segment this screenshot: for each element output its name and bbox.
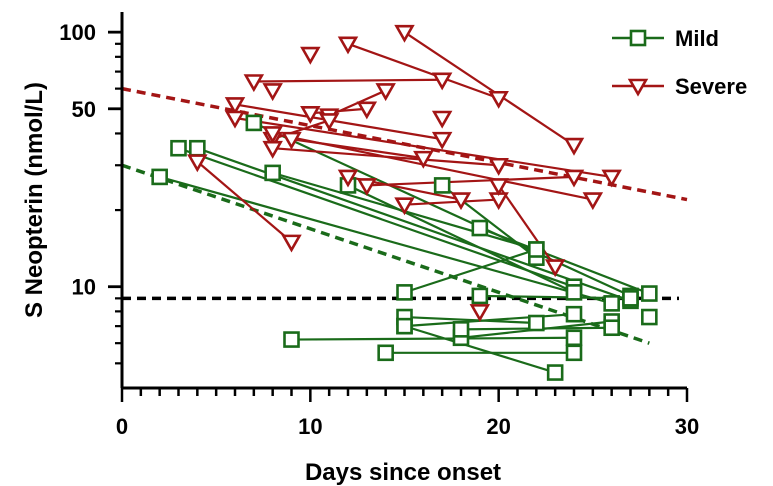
severe-point (243, 74, 265, 93)
severe-point (262, 126, 283, 145)
severe-point (469, 304, 491, 322)
severe-point (337, 36, 359, 55)
severe-point (394, 24, 415, 43)
mild-subject-line (404, 325, 556, 374)
mild-subject-line (404, 248, 537, 294)
mild-subject-line (347, 184, 575, 294)
mild-point (471, 219, 489, 237)
plot-markers (151, 24, 658, 381)
legend: Mild Severe (612, 26, 747, 99)
severe-point (356, 101, 378, 120)
mild-point (565, 284, 583, 301)
severe-subject-line (291, 138, 424, 160)
mild-subject-line (159, 175, 612, 305)
mild-point (641, 308, 658, 326)
y-tick-label: 10 (72, 275, 96, 300)
severe-point (563, 137, 585, 156)
severe-point (488, 178, 509, 197)
x-tick-label: 20 (486, 414, 510, 439)
severe-point (356, 178, 378, 197)
severe-point (300, 105, 321, 124)
mild-point (641, 285, 658, 302)
severe-point (563, 169, 585, 188)
mild-subject-line (291, 336, 575, 341)
mild-point (546, 364, 564, 381)
severe-subject-line (234, 103, 443, 141)
axes: 0 10 20 30 10 50 100 (59, 12, 699, 439)
x-tick-label: 30 (675, 414, 699, 439)
mild-subject-line (178, 147, 575, 288)
x-tick-label: 10 (298, 414, 322, 439)
mild-point (170, 139, 187, 157)
mild-point (528, 241, 545, 258)
severe-point (224, 110, 246, 129)
severe-subject-line (497, 184, 557, 268)
mild-subject-line (404, 315, 537, 325)
x-tick-label: 0 (116, 414, 128, 439)
severe-point (413, 150, 434, 169)
severe-point (544, 259, 566, 278)
legend-label-severe: Severe (675, 74, 747, 99)
mild-point (396, 284, 413, 301)
mild-point (622, 290, 639, 307)
severe-point (431, 131, 453, 150)
mild-point (283, 331, 300, 348)
severe-subject-line (253, 78, 443, 83)
severe-point (337, 169, 359, 188)
mild-point (603, 319, 620, 337)
legend-label-mild: Mild (675, 26, 719, 51)
severe-subject-line (272, 147, 499, 167)
severe-point (394, 197, 415, 216)
mild-point (377, 344, 394, 362)
y-tick-label: 50 (72, 97, 96, 122)
mild-point (565, 329, 583, 347)
severe-subject-line (196, 160, 293, 243)
severe-point (488, 90, 509, 109)
mild-point (565, 344, 583, 362)
severe-point (318, 113, 340, 132)
legend-marker-mild (629, 29, 647, 47)
severe-point (431, 110, 453, 129)
severe-point (281, 234, 302, 253)
legend-marker-severe (627, 78, 649, 97)
mild-point (603, 295, 620, 312)
y-tick-label: 100 (59, 20, 96, 45)
severe-point (300, 46, 321, 65)
mild-point (189, 139, 206, 157)
severe-point (187, 154, 208, 173)
severe-point (281, 131, 302, 150)
severe-point (262, 140, 283, 159)
mild-point (245, 114, 263, 132)
severe-subject-line (403, 31, 575, 147)
y-axis-title: S Neopterin (nmol/L) (21, 82, 48, 318)
severe-subject-line (347, 42, 500, 100)
severe-point (488, 157, 509, 176)
severe-subject-line (234, 116, 612, 178)
mild-point (396, 317, 413, 335)
mild-point (471, 287, 489, 305)
mild-subject-line (479, 227, 650, 295)
mild-point (433, 177, 451, 194)
severe-point (582, 192, 604, 211)
mild-trend-line (121, 163, 650, 345)
severe-point (262, 83, 283, 102)
severe-point (431, 72, 453, 91)
severe-point (224, 97, 246, 116)
mild-point (565, 305, 583, 323)
mild-point (151, 168, 168, 186)
mild-point (452, 321, 470, 338)
severe-subject-line (310, 107, 367, 115)
severe-point (375, 83, 396, 102)
severe-point (450, 192, 472, 211)
severe-subject-line (404, 198, 499, 206)
severe-subject-line (366, 175, 575, 187)
mild-point (264, 164, 281, 182)
x-axis-title: Days since onset (305, 459, 501, 486)
severe-point (601, 169, 622, 188)
mild-point (528, 314, 545, 332)
